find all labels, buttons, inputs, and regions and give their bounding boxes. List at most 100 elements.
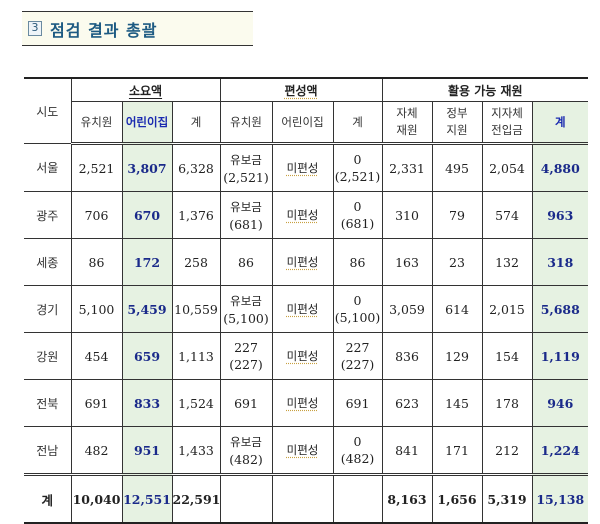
cell-req-daycare: 833 xyxy=(121,379,173,427)
cell-local-transfer: 574 xyxy=(481,191,533,239)
cell-gov-support: 495 xyxy=(431,143,483,192)
cell-local-transfer: 132 xyxy=(481,238,533,286)
cell-req-kindergarten: 454 xyxy=(70,332,123,380)
cell-bud-kindergarten: 227 (227) xyxy=(219,332,273,380)
cell-bud-daycare: 미편성 xyxy=(271,426,334,475)
cell-req-total: 10,559 xyxy=(171,285,221,333)
cell-sido: 서울 xyxy=(24,143,72,192)
header-req-total: 계 xyxy=(171,101,221,145)
header-budgeted: 편성액 xyxy=(219,77,383,102)
inspection-summary-table: 시도 소요액 편성액 활용 가능 재원 유치원 어린이집 계 유치원 어린이집 … xyxy=(24,77,589,524)
section-number-box: 3 xyxy=(28,21,42,36)
section-title-text: 점검 결과 총괄 xyxy=(50,20,158,40)
cell-bud-kindergarten: 86 xyxy=(219,238,273,286)
cell-req-kindergarten: 86 xyxy=(70,238,123,286)
cell-bud-total: 0 (5,100) xyxy=(332,285,383,333)
cell-total-req-total: 22,591 xyxy=(171,473,221,524)
cell-avail-total: 946 xyxy=(531,379,589,427)
cell-avail-total: 318 xyxy=(531,238,589,286)
cell-req-total: 1,113 xyxy=(171,332,221,380)
table-row: 서울 2,521 3,807 6,328 유보금 (2,521) 미편성 0 (2,… xyxy=(24,143,589,192)
cell-bud-total: 0 (681) xyxy=(332,191,383,239)
cell-avail-total: 5,688 xyxy=(531,285,589,333)
header-available: 활용 가능 재원 xyxy=(381,77,589,102)
cell-total-bud-kindergarten xyxy=(219,473,273,524)
cell-bud-total: 0 (482) xyxy=(332,426,383,475)
cell-gov-support: 614 xyxy=(431,285,483,333)
section-title: 3 점검 결과 총괄 xyxy=(22,11,253,46)
cell-bud-total: 0 (2,521) xyxy=(332,143,383,192)
cell-sido: 전북 xyxy=(24,379,72,427)
cell-total-local-transfer: 5,319 xyxy=(481,473,533,524)
cell-total-label: 계 xyxy=(24,473,72,524)
cell-bud-daycare: 미편성 xyxy=(271,285,334,333)
header-sido: 시도 xyxy=(24,77,72,144)
cell-bud-daycare: 미편성 xyxy=(271,143,334,192)
header-bud-kindergarten: 유치원 xyxy=(219,101,273,145)
cell-bud-total: 227 (227) xyxy=(332,332,383,380)
cell-req-daycare: 659 xyxy=(121,332,173,380)
cell-bud-total: 86 xyxy=(332,238,383,286)
cell-sido: 전남 xyxy=(24,426,72,475)
total-row: 계 10,040 12,551 22,591 8,163 1,656 5,319 15,138 xyxy=(24,473,589,524)
cell-req-kindergarten: 706 xyxy=(70,191,123,239)
cell-bud-daycare: 미편성 xyxy=(271,332,334,380)
header-req-daycare: 어린이집 xyxy=(121,101,173,145)
cell-bud-kindergarten: 691 xyxy=(219,379,273,427)
cell-own-funds: 2,331 xyxy=(381,143,433,192)
cell-gov-support: 129 xyxy=(431,332,483,380)
cell-bud-kindergarten: 유보금 (2,521) xyxy=(219,143,273,192)
cell-own-funds: 3,059 xyxy=(381,285,433,333)
cell-own-funds: 310 xyxy=(381,191,433,239)
header-required: 소요액 xyxy=(70,77,221,102)
table-row: 광주 706 670 1,376 유보금 (681) 미편성 0 (681) 310… xyxy=(24,191,589,239)
header-avail-total: 계 xyxy=(531,101,589,145)
cell-gov-support: 145 xyxy=(431,379,483,427)
cell-avail-total: 1,119 xyxy=(531,332,589,380)
cell-req-daycare: 5,459 xyxy=(121,285,173,333)
table-row: 세종 86 172 258 86 미편성 86 163 23 132 318 xyxy=(24,238,589,286)
cell-local-transfer: 178 xyxy=(481,379,533,427)
cell-total-bud-total xyxy=(332,473,383,524)
cell-own-funds: 623 xyxy=(381,379,433,427)
table-row: 강원 454 659 1,113 227 (227) 미편성 227 (227) 8… xyxy=(24,332,589,380)
cell-req-total: 1,433 xyxy=(171,426,221,475)
cell-gov-support: 171 xyxy=(431,426,483,475)
cell-bud-daycare: 미편성 xyxy=(271,191,334,239)
cell-req-total: 6,328 xyxy=(171,143,221,192)
cell-req-daycare: 670 xyxy=(121,191,173,239)
cell-req-kindergarten: 691 xyxy=(70,379,123,427)
cell-req-total: 258 xyxy=(171,238,221,286)
table-row: 경기 5,100 5,459 10,559 유보금 (5,100) 미편성 0 (5… xyxy=(24,285,589,333)
header-req-kindergarten: 유치원 xyxy=(71,101,123,145)
cell-avail-total: 1,224 xyxy=(531,426,589,475)
cell-req-daycare: 172 xyxy=(121,238,173,286)
cell-local-transfer: 212 xyxy=(481,426,533,475)
cell-local-transfer: 2,015 xyxy=(481,285,533,333)
cell-own-funds: 163 xyxy=(381,238,433,286)
cell-bud-daycare: 미편성 xyxy=(271,238,334,286)
cell-req-kindergarten: 5,100 xyxy=(70,285,123,333)
cell-bud-kindergarten: 유보금 (5,100) xyxy=(219,285,273,333)
cell-total-bud-daycare xyxy=(271,473,334,524)
cell-sido: 경기 xyxy=(24,285,72,333)
header-row-groups: 시도 소요액 편성액 활용 가능 재원 xyxy=(24,77,589,144)
cell-req-total: 1,524 xyxy=(171,379,221,427)
cell-sido: 세종 xyxy=(24,238,72,286)
header-row-sub: 유치원 어린이집 계 유치원 어린이집 계 자체 재원 정부 지원 지자체 전입금 계 xyxy=(24,101,589,145)
cell-own-funds: 841 xyxy=(381,426,433,475)
header-local-transfer: 지자체 전입금 xyxy=(481,101,533,145)
cell-own-funds: 836 xyxy=(381,332,433,380)
cell-sido: 광주 xyxy=(24,191,72,239)
cell-sido: 강원 xyxy=(24,332,72,380)
cell-req-daycare: 3,807 xyxy=(121,143,173,192)
cell-bud-kindergarten: 유보금 (482) xyxy=(219,426,273,475)
cell-req-kindergarten: 482 xyxy=(70,426,123,475)
cell-req-kindergarten: 2,521 xyxy=(70,143,123,192)
cell-avail-total: 4,880 xyxy=(531,143,589,192)
cell-gov-support: 79 xyxy=(431,191,483,239)
header-bud-daycare: 어린이집 xyxy=(271,101,334,145)
cell-avail-total: 963 xyxy=(531,191,589,239)
header-bud-total: 계 xyxy=(332,101,383,145)
cell-local-transfer: 154 xyxy=(481,332,533,380)
